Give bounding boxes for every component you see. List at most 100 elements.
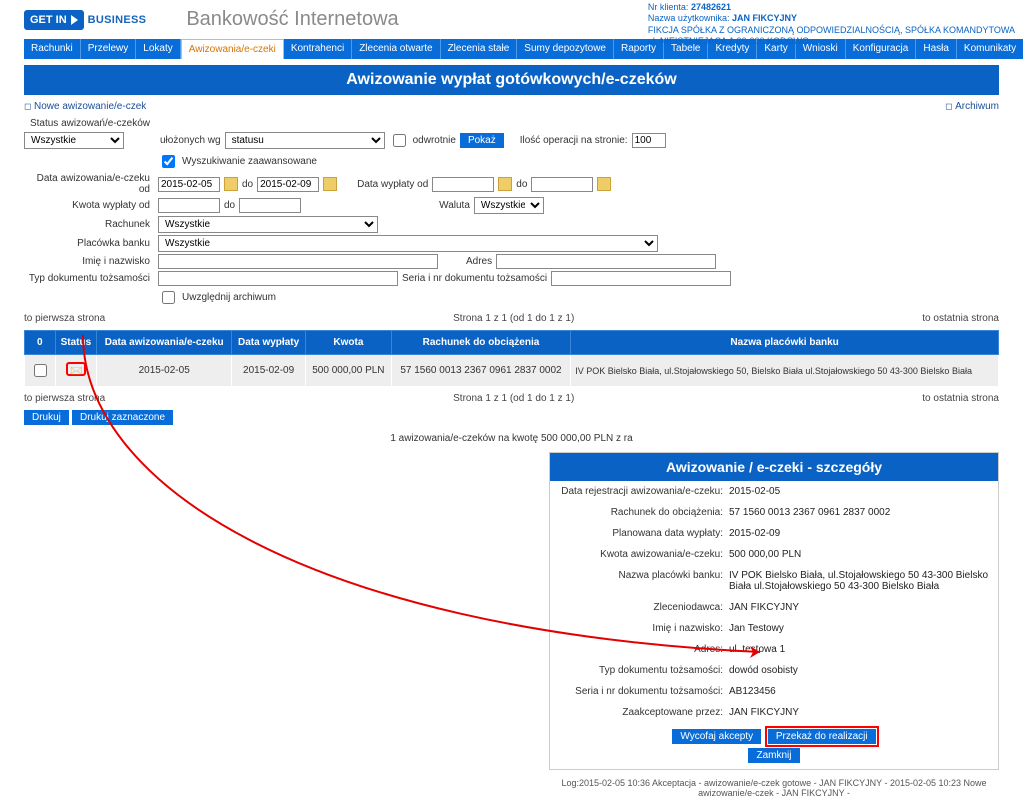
nav-kontrahenci[interactable]: Kontrahenci xyxy=(284,39,352,59)
detail-value: Jan Testowy xyxy=(729,623,990,634)
detail-label: Seria i nr dokumentu tożsamości: xyxy=(558,686,723,697)
archive-link[interactable]: Archiwum xyxy=(945,101,999,112)
nav-lokaty[interactable]: Lokaty xyxy=(136,39,180,59)
detail-value: 2015-02-05 xyxy=(729,486,990,497)
detail-label: Zleceniodawca: xyxy=(558,602,723,613)
col-header[interactable]: Data awizowania/e-czeku xyxy=(97,331,232,355)
name-label: Imię i nazwisko xyxy=(24,256,154,267)
col-header[interactable]: 0 xyxy=(25,331,56,355)
cell-date-pay: 2015-02-09 xyxy=(232,355,306,387)
reverse-label: odwrotnie xyxy=(413,135,456,146)
archive-chk-label: Uwzględnij archiwum xyxy=(182,292,276,303)
cell-amount: 500 000,00 PLN xyxy=(306,355,392,387)
branch-select[interactable]: Wszystkie xyxy=(158,235,658,252)
doctype-input[interactable] xyxy=(158,271,398,286)
addr-label: Adres xyxy=(466,256,492,267)
print-selected-button[interactable]: Drukuj zaznaczone xyxy=(72,410,173,425)
date-pay-from[interactable] xyxy=(432,177,494,192)
nav-rachunki[interactable]: Rachunki xyxy=(24,39,81,59)
status-select[interactable]: Wszystkie xyxy=(24,132,124,149)
detail-label: Imię i nazwisko: xyxy=(558,623,723,634)
detail-value: JAN FIKCYJNY xyxy=(729,602,990,613)
realize-button[interactable]: Przekaż do realizacji xyxy=(768,729,876,744)
filter-form: Status awizowań/e-czeków Wszystkie ułożo… xyxy=(24,118,999,307)
advanced-label: Wyszukiwanie zaawansowane xyxy=(182,156,317,167)
detail-value: dowód osobisty xyxy=(729,665,990,676)
currency-select[interactable]: Wszystkie xyxy=(474,197,544,214)
nav-sumy-depozytowe[interactable]: Sumy depozytowe xyxy=(517,39,614,59)
docnum-label: Seria i nr dokumentu tożsamości xyxy=(402,273,547,284)
logo-text: BUSINESS xyxy=(88,14,147,26)
addr-input[interactable] xyxy=(496,254,716,269)
nav-awizowania-e-czeki[interactable]: Awizowania/e-czeki xyxy=(181,39,284,59)
calendar-icon[interactable] xyxy=(498,177,512,191)
status-label: Status awizowań/e-czeków xyxy=(24,118,154,129)
pagesize-label: Ilość operacji na stronie: xyxy=(520,135,628,146)
pager-center: Strona 1 z 1 (od 1 do 1 z 1) xyxy=(453,393,574,404)
archive-checkbox[interactable] xyxy=(162,291,175,304)
nav-przelewy[interactable]: Przelewy xyxy=(81,39,137,59)
detail-value: AB123456 xyxy=(729,686,990,697)
close-button[interactable]: Zamknij xyxy=(748,748,799,763)
logo-badge: GET IN xyxy=(24,10,84,30)
col-header[interactable]: Nazwa placówki banku xyxy=(571,331,999,355)
nav-zlecenia-sta-e[interactable]: Zlecenia stałe xyxy=(441,39,518,59)
name-input[interactable] xyxy=(158,254,438,269)
detail-label: Typ dokumentu tożsamości: xyxy=(558,665,723,676)
show-button[interactable]: Pokaż xyxy=(460,133,504,148)
docnum-input[interactable] xyxy=(551,271,731,286)
page-title: Awizowanie wypłat gotówkowych/e-czeków xyxy=(24,65,999,95)
sort-label: ułożonych wg xyxy=(160,135,221,146)
amount-to[interactable] xyxy=(239,198,301,213)
nav-zlecenia-otwarte[interactable]: Zlecenia otwarte xyxy=(352,39,440,59)
print-button[interactable]: Drukuj xyxy=(24,410,69,425)
col-header[interactable]: Status xyxy=(55,331,97,355)
status-envelope-icon[interactable] xyxy=(66,362,86,376)
detail-value: 500 000,00 PLN xyxy=(729,549,990,560)
doctype-label: Typ dokumentu tożsamości xyxy=(24,273,154,284)
detail-label: Kwota awizowania/e-czeku: xyxy=(558,549,723,560)
pager-last: to ostatnia strona xyxy=(922,313,999,324)
pagesize-input[interactable] xyxy=(632,133,666,148)
table-row: 2015-02-05 2015-02-09 500 000,00 PLN 57 … xyxy=(25,355,999,387)
calendar-icon[interactable] xyxy=(597,177,611,191)
advanced-checkbox[interactable] xyxy=(162,155,175,168)
col-header[interactable]: Kwota xyxy=(306,331,392,355)
details-title: Awizowanie / e-czeki - szczegóły xyxy=(550,453,998,481)
detail-label: Zaakceptowane przez: xyxy=(558,707,723,718)
pager-last: to ostatnia strona xyxy=(922,393,999,404)
reverse-checkbox[interactable] xyxy=(393,134,406,147)
detail-value: IV POK Bielsko Biała, ul.Stojałowskiego … xyxy=(729,570,990,592)
new-awizowanie-link[interactable]: Nowe awizowanie/e-czek xyxy=(24,101,146,112)
summary-text: 1 awizowania/e-czeków na kwotę 500 000,0… xyxy=(0,433,1023,444)
date-aw-from[interactable] xyxy=(158,177,220,192)
results-table: 0StatusData awizowania/e-czekuData wypła… xyxy=(24,330,999,387)
sort-select[interactable]: statusu xyxy=(225,132,385,149)
detail-label: Data rejestracji awizowania/e-czeku: xyxy=(558,486,723,497)
row-checkbox[interactable] xyxy=(34,364,47,377)
amount-from[interactable] xyxy=(158,198,220,213)
detail-value: JAN FIKCYJNY xyxy=(729,707,990,718)
pager-first: to pierwsza strona xyxy=(24,313,105,324)
detail-value: 2015-02-09 xyxy=(729,528,990,539)
date-pay-to[interactable] xyxy=(531,177,593,192)
pager-first: to pierwsza strona xyxy=(24,393,105,404)
col-header[interactable]: Rachunek do obciążenia xyxy=(391,331,571,355)
calendar-icon[interactable] xyxy=(224,177,238,191)
date-pay-label: Data wypłaty od xyxy=(357,179,428,190)
currency-label: Waluta xyxy=(439,200,470,211)
amount-label: Kwota wypłaty od xyxy=(24,200,154,211)
client-info: Nr klienta: 27482621 Nazwa użytkownika: … xyxy=(648,2,1015,47)
calendar-icon[interactable] xyxy=(323,177,337,191)
col-header[interactable]: Data wypłaty xyxy=(232,331,306,355)
bank-title: Bankowość Internetowa xyxy=(186,8,398,31)
detail-label: Rachunek do obciążenia: xyxy=(558,507,723,518)
account-select[interactable]: Wszystkie xyxy=(158,216,378,233)
detail-value: 57 1560 0013 2367 0961 2837 0002 xyxy=(729,507,990,518)
date-aw-to[interactable] xyxy=(257,177,319,192)
cell-account: 57 1560 0013 2367 0961 2837 0002 xyxy=(391,355,571,387)
log-text: Log:2015-02-05 10:36 Akceptacja - awizow… xyxy=(549,778,999,798)
branch-label: Placówka banku xyxy=(24,238,154,249)
cell-branch: IV POK Bielsko Biała, ul.Stojałowskiego … xyxy=(571,355,999,387)
revoke-button[interactable]: Wycofaj akcepty xyxy=(672,729,761,744)
